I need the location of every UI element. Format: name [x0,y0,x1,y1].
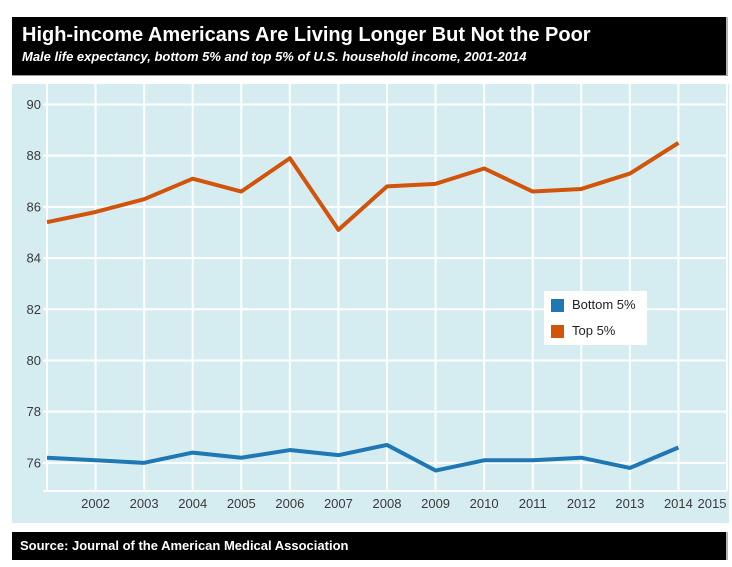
x-tick-label: 2015 [698,496,727,511]
y-tick-label: 80 [27,353,41,368]
x-tick-label: 2004 [178,496,207,511]
series-line-bottom-5- [46,442,680,473]
source-bar: Source: Journal of the American Medical … [12,532,728,560]
x-tick-label: 2012 [567,496,596,511]
series-line-top-5- [46,141,680,232]
chart-area: 76 78 80 82 84 86 88 90 2002 2003 2004 2005 2006 2007… [12,84,729,523]
legend-item-bottom-5: Bottom 5% [551,298,641,312]
plot-svg: 76 78 80 82 84 86 88 90 2002 2003 2004 2005 2006 2007… [27,84,728,511]
x-tick-label: 2005 [227,496,256,511]
y-tick-label: 82 [27,302,41,317]
chart-subtitle: Male life expectancy, bottom 5% and top … [22,49,527,64]
chart-title: High-income Americans Are Living Longer … [22,24,591,46]
x-tick-label: 2010 [470,496,499,511]
y-tick-label: 86 [27,199,41,214]
legend-swatch-top-5 [551,324,564,338]
y-tick-label: 88 [27,148,41,163]
x-tick-label: 2014 [664,496,693,511]
source-text: Source: Journal of the American Medical … [20,538,349,553]
x-tick-label: 2008 [373,496,402,511]
x-tick-label: 2013 [615,496,644,511]
legend-item-top-5: Top 5% [551,324,641,338]
y-tick-label: 90 [27,97,41,112]
x-tick-label: 2006 [275,496,304,511]
x-tick-label: 2011 [519,496,547,511]
chart-header: High-income Americans Are Living Longer … [12,17,728,76]
legend: Bottom 5% Top 5% [544,291,647,345]
y-tick-label: 76 [27,455,41,470]
legend-label-bottom-5: Bottom 5% [572,297,636,312]
x-tick-label: 2009 [421,496,450,511]
legend-swatch-bottom-5 [551,298,564,312]
x-tick-label: 2003 [130,496,159,511]
x-tick-label: 2002 [81,496,110,511]
y-tick-label: 84 [27,251,41,266]
legend-label-top-5: Top 5% [572,323,616,338]
x-tick-label: 2007 [324,496,353,511]
y-tick-label: 78 [27,404,41,419]
